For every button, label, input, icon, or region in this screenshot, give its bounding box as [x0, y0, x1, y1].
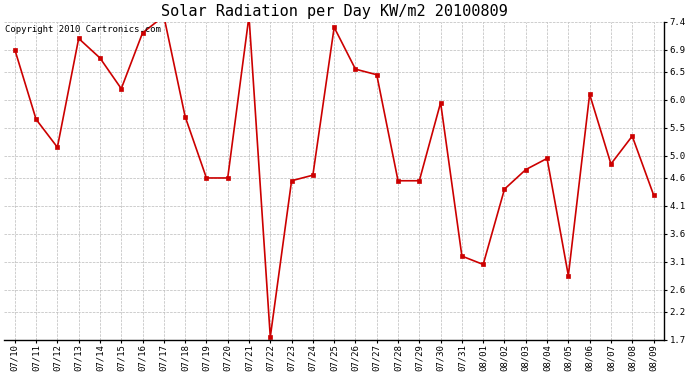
Title: Solar Radiation per Day KW/m2 20100809: Solar Radiation per Day KW/m2 20100809 — [161, 4, 508, 19]
Text: Copyright 2010 Cartronics.com: Copyright 2010 Cartronics.com — [6, 25, 161, 34]
